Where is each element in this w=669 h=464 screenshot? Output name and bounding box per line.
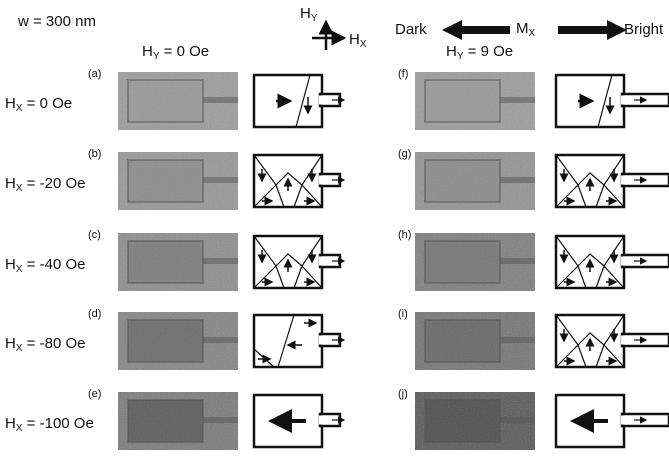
field-rest: = -100 Oe xyxy=(23,415,94,432)
row-letter: (g) xyxy=(398,148,411,160)
row-letter: (h) xyxy=(398,229,411,241)
bright-label: Bright xyxy=(624,21,664,38)
pad xyxy=(128,241,203,283)
field-main: H xyxy=(5,175,16,192)
mx-label: MX xyxy=(516,20,536,39)
domain-diagram xyxy=(556,236,669,288)
row-letter: (i) xyxy=(398,308,408,320)
mfm-image xyxy=(118,392,238,450)
pad xyxy=(425,241,500,283)
wire-gap xyxy=(319,257,323,266)
mfm-image xyxy=(415,152,535,210)
row-letter: (d) xyxy=(88,308,101,320)
pad xyxy=(425,400,500,442)
field-main: H xyxy=(5,335,16,352)
wire-gap xyxy=(621,336,625,345)
wire xyxy=(203,177,238,183)
wire-gap xyxy=(621,416,625,425)
wire-gap xyxy=(621,257,625,266)
hy-axis-label: HY xyxy=(300,5,318,24)
mfm-image xyxy=(118,152,238,210)
column-header: HY = 9 Oe xyxy=(446,43,513,62)
domain-diagram xyxy=(254,75,344,127)
wire xyxy=(203,337,238,343)
dark-label: Dark xyxy=(395,21,427,38)
mfm-image xyxy=(415,233,535,291)
domain-diagram xyxy=(254,315,344,367)
column-header: HY = 0 Oe xyxy=(142,43,209,62)
row-letter: (a) xyxy=(88,68,101,80)
wire xyxy=(203,258,238,264)
wire-gap xyxy=(621,176,625,185)
row-letter: (e) xyxy=(88,388,101,400)
row-letter: (f) xyxy=(398,68,408,80)
wire-gap xyxy=(621,96,625,105)
mfm-image xyxy=(118,72,238,130)
wire xyxy=(500,337,535,343)
field-main: H xyxy=(5,95,16,112)
domain-diagram xyxy=(556,315,669,367)
wire xyxy=(500,97,535,103)
domain-diagram xyxy=(254,236,344,288)
mfm-image xyxy=(118,233,238,291)
mfm-image xyxy=(415,72,535,130)
dark-arrow xyxy=(442,20,510,40)
pad xyxy=(128,320,203,362)
pad xyxy=(425,160,500,202)
domain-diagram xyxy=(556,155,669,207)
pad xyxy=(425,80,500,122)
field-label: HX = -100 Oe xyxy=(5,415,94,434)
pad xyxy=(128,80,203,122)
mfm-image xyxy=(415,312,535,370)
field-label: HX = -80 Oe xyxy=(5,335,85,354)
wire xyxy=(500,417,535,423)
pad xyxy=(128,160,203,202)
domain-diagram xyxy=(254,395,344,447)
bright-arrow xyxy=(558,20,627,40)
wire-gap xyxy=(319,96,323,105)
mfm-image xyxy=(415,392,535,450)
field-rest: = -20 Oe xyxy=(23,175,86,192)
row-letter: (j) xyxy=(398,388,408,400)
wire xyxy=(500,258,535,264)
width-label: w = 300 nm xyxy=(17,13,96,30)
wire xyxy=(203,417,238,423)
field-label: HX = -40 Oe xyxy=(5,256,85,275)
field-main: H xyxy=(5,415,16,432)
rows: (a) (f) HX = 0 Oe (b) (g) HX = -20 Oe (c) (h) HX… xyxy=(5,68,669,450)
field-label: HX = -20 Oe xyxy=(5,175,85,194)
figure: w = 300 nm HY HX Dark MX Bright HY = 0 O… xyxy=(0,0,669,464)
field-label: HX = 0 Oe xyxy=(5,95,72,114)
row-letter: (b) xyxy=(88,148,101,160)
field-rest: = -40 Oe xyxy=(23,256,86,273)
field-rest: = 0 Oe xyxy=(23,95,73,112)
wire-gap xyxy=(319,416,323,425)
wire xyxy=(500,177,535,183)
hx-axis-label: HX xyxy=(349,31,367,50)
wire-gap xyxy=(319,336,323,345)
mfm-image xyxy=(118,312,238,370)
domain-diagram xyxy=(556,75,669,127)
wire xyxy=(203,97,238,103)
field-rest: = -80 Oe xyxy=(23,335,86,352)
domain-diagram xyxy=(254,155,344,207)
field-main: H xyxy=(5,256,16,273)
pad xyxy=(425,320,500,362)
pad xyxy=(128,400,203,442)
row-letter: (c) xyxy=(88,229,101,241)
wire-gap xyxy=(319,176,323,185)
domain-diagram xyxy=(556,395,669,447)
